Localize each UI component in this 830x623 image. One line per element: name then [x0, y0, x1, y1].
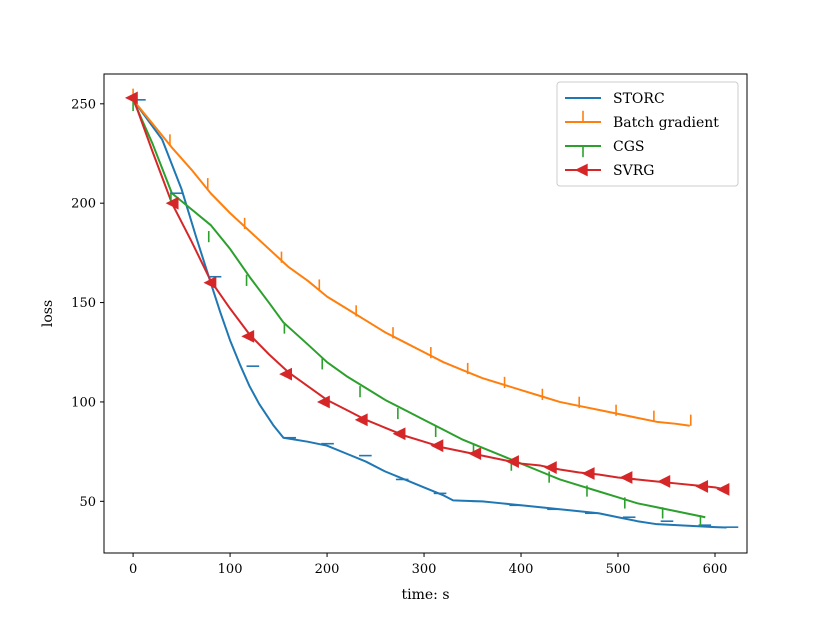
- x-tick-label: 100: [218, 562, 243, 577]
- legend-box: [556, 81, 739, 187]
- series-markers-layer: [124, 88, 739, 528]
- series-3-point: [354, 413, 368, 427]
- series-3-point: [165, 196, 179, 210]
- series-3-point: [392, 427, 406, 441]
- x-tick-label: 0: [129, 562, 137, 577]
- legend-marker: [574, 163, 588, 177]
- y-tick-label: 250: [71, 97, 96, 112]
- x-tick-label: 600: [703, 562, 728, 577]
- x-tick-label: 200: [315, 562, 340, 577]
- series-3-point: [657, 475, 671, 488]
- y-tick-label: 100: [71, 395, 96, 410]
- x-tick-label: 300: [412, 562, 437, 577]
- legend-label: STORC: [613, 91, 665, 107]
- series-3-point: [430, 439, 444, 453]
- series-3-point: [241, 329, 255, 343]
- series-3-point: [203, 276, 217, 290]
- x-axis-label: time: s: [401, 587, 449, 603]
- series-3-point: [581, 467, 595, 480]
- series-line-1: [132, 99, 690, 427]
- y-tick-label: 50: [79, 495, 96, 510]
- series-line-2: [132, 99, 706, 519]
- x-tick-label: 500: [606, 562, 631, 577]
- legend-label: SVRG: [613, 163, 654, 179]
- series-3-point: [695, 480, 709, 493]
- series-3-point: [279, 367, 292, 381]
- y-tick-label: 150: [71, 296, 96, 311]
- x-tick-label: 400: [509, 562, 534, 577]
- x-axis-ticks: 0 100 200 300 400 500 600: [129, 553, 727, 577]
- y-axis-label: loss: [40, 300, 56, 327]
- series-3-point: [619, 471, 633, 484]
- series-3-point: [468, 447, 482, 461]
- series-3-point: [124, 91, 138, 105]
- series-line-0: [132, 99, 727, 529]
- y-axis-ticks: 50 100 150 200 250: [71, 97, 104, 510]
- legend-label: Batch gradient: [613, 115, 719, 131]
- y-tick-label: 200: [71, 197, 96, 212]
- series-3-point: [317, 395, 330, 409]
- legend-label: CGS: [613, 139, 645, 155]
- legend: STORC Batch gradient CGS SVRG: [556, 81, 739, 187]
- series-3-point: [506, 455, 519, 468]
- plot-frame: [103, 73, 748, 554]
- series-3-point: [543, 461, 557, 474]
- series-3-point: [716, 482, 730, 496]
